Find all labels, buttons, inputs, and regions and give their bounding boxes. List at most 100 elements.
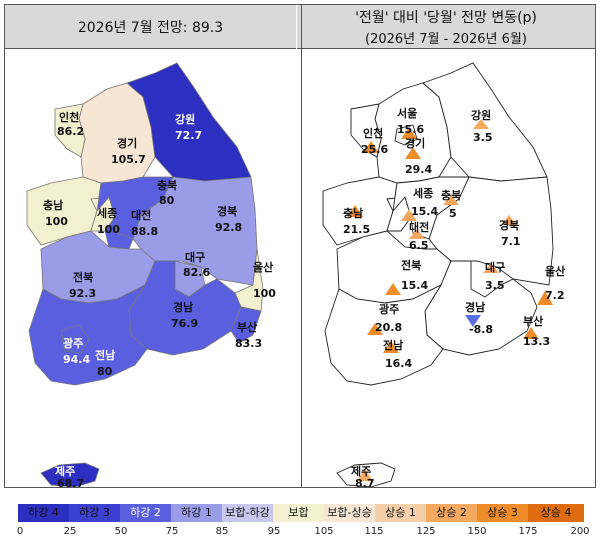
marker-gwangju [367, 323, 383, 335]
rlabel-sejong-name: 세종 [413, 186, 433, 200]
rlabel-gwangju-value: 20.8 [375, 321, 402, 334]
label-gangwon-value: 72.7 [175, 129, 202, 142]
legend-tick: 105 [314, 526, 334, 537]
region-busan [230, 306, 262, 344]
label-gwangju-value: 94.4 [63, 353, 90, 366]
label-sejong-name: 세종 [97, 206, 117, 220]
legend-item: 상승 3 [477, 504, 528, 522]
legend-tick: 85 [215, 526, 229, 537]
rlabel-seoul-name: 서울 [397, 106, 417, 120]
legend-item: 보합-하강 [222, 504, 273, 522]
marker-incheon [363, 141, 379, 153]
outline-gyeongbuk [428, 176, 554, 286]
marker-daegu [483, 263, 499, 273]
rlabel-ulsan-name: 울산 [545, 264, 565, 278]
label-gwangju-name: 광주 [63, 337, 83, 350]
marker-busan [523, 327, 539, 339]
rlabel-gyeongnam-name: 경남 [465, 300, 485, 314]
label-jeonbuk-value: 92.3 [69, 287, 96, 300]
label-daejeon-name: 대전 [131, 208, 151, 222]
region-jeonnam [28, 284, 148, 386]
label-gyeonggi-value: 105.7 [111, 153, 146, 166]
legend-item: 하강 4 [18, 504, 69, 522]
left-map: 인천 86.2 강원 72.7 경기 105.7 충북 80 충남 100 세종… [26, 62, 276, 490]
marker-jeonbuk [385, 283, 401, 295]
legend-item: 하강 1 [171, 504, 222, 522]
rlabel-jeju-value: 8.7 [355, 477, 375, 487]
region-jeju [40, 462, 100, 488]
legend-item: 상승 2 [426, 504, 477, 522]
label-ulsan-value: 100 [253, 287, 276, 300]
region-incheon [54, 103, 86, 158]
legend-tick: 200 [570, 526, 590, 537]
marker-jeonnam [383, 341, 399, 353]
rlabel-gyeongbuk-name: 경북 [499, 218, 519, 232]
label-gyeongbuk-name: 경북 [217, 204, 237, 218]
rlabel-chungbuk-name: 충북 [441, 188, 461, 202]
rlabel-jeonnam-value: 16.4 [385, 357, 412, 370]
legend-tick: 75 [165, 526, 179, 537]
label-sejong-value: 100 [97, 223, 120, 236]
marker-chungbuk [443, 195, 459, 205]
legend-tick: 25 [63, 526, 77, 537]
label-chungbuk-name: 충북 [157, 178, 177, 192]
marker-sejong [401, 209, 417, 221]
legend-tick: 125 [416, 526, 436, 537]
label-gyeonggi-name: 경기 [117, 136, 137, 150]
label-chungnam-value: 100 [45, 215, 68, 228]
label-chungbuk-value: 80 [159, 194, 175, 207]
label-ulsan-name: 울산 [253, 260, 273, 274]
label-incheon-value: 86.2 [57, 125, 84, 138]
legend-item: 보합 [273, 504, 324, 522]
rlabel-incheon-name: 인천 [363, 126, 383, 140]
legend-tick: 115 [364, 526, 384, 537]
marker-gangwon [473, 119, 489, 129]
legend-tick: 150 [467, 526, 487, 537]
rlabel-daejeon-name: 대전 [409, 220, 429, 234]
outline-incheon [350, 103, 382, 158]
marker-daejeon [409, 229, 425, 239]
legend-tick: 175 [518, 526, 538, 537]
rlabel-jeonbuk-value: 15.4 [401, 279, 428, 292]
legend-tick: 95 [267, 526, 281, 537]
legend-item: 하강 2 [120, 504, 171, 522]
right-title: '전월' 대비 '당월' 전망 변동(p) [355, 9, 537, 26]
rlabel-busan-name: 부산 [523, 314, 543, 328]
region-gwangju [60, 324, 90, 354]
rlabel-daegu-value: 3.5 [485, 279, 505, 292]
label-daegu-value: 82.6 [183, 266, 210, 279]
rlabel-chungnam-name: 충남 [343, 206, 363, 220]
marker-gyeonggi [405, 147, 421, 159]
rlabel-jeju-name: 제주 [351, 464, 371, 478]
rlabel-sejong-value: 15.4 [411, 205, 438, 218]
right-subtitle: (2026년 7월 - 2026년 6월) [365, 31, 527, 47]
marker-chungnam [347, 205, 363, 217]
rlabel-gyeonggi-name: 경기 [405, 136, 425, 150]
rlabel-gyeongbuk-value: 7.1 [501, 235, 521, 248]
label-jeonnam-value: 80 [97, 365, 113, 378]
rlabel-ulsan-value: 7.2 [545, 289, 565, 302]
rlabel-incheon-value: 25.6 [361, 143, 388, 156]
label-gyeongnam-value: 76.9 [171, 317, 198, 330]
label-incheon-name: 인천 [59, 110, 79, 124]
label-daejeon-value: 88.8 [131, 225, 158, 238]
label-gyeongbuk-value: 92.8 [215, 221, 242, 234]
label-busan-name: 부산 [237, 320, 257, 334]
marker-seoul [401, 127, 417, 139]
marker-ulsan [537, 291, 553, 305]
rlabel-gyeongnam-value: -8.8 [469, 323, 493, 336]
legend-tick: 0 [16, 526, 24, 537]
map-frame: 2026년 7월 전망: 89.3 '전월' 대비 '당월' 전망 변동(p) … [4, 4, 596, 490]
legend-item: 상승 1 [375, 504, 426, 522]
label-jeju-value: 68.7 [57, 477, 84, 487]
rlabel-chungnam-value: 21.5 [343, 223, 370, 236]
label-daegu-name: 대구 [185, 250, 205, 264]
label-jeonnam-name: 전남 [95, 348, 115, 362]
rlabel-daejeon-value: 6.5 [409, 239, 429, 252]
legend-item: 상승 4 [528, 504, 584, 522]
rlabel-jeonnam-name: 전남 [383, 338, 403, 352]
rlabel-gwangju-name: 광주 [379, 303, 399, 316]
label-gangwon-name: 강원 [175, 112, 195, 126]
marker-jeju [357, 469, 373, 481]
right-map: 서울 15.6 인천 25.6 경기 29.4 강원 3.5 세종 15.4 충… [322, 62, 565, 490]
